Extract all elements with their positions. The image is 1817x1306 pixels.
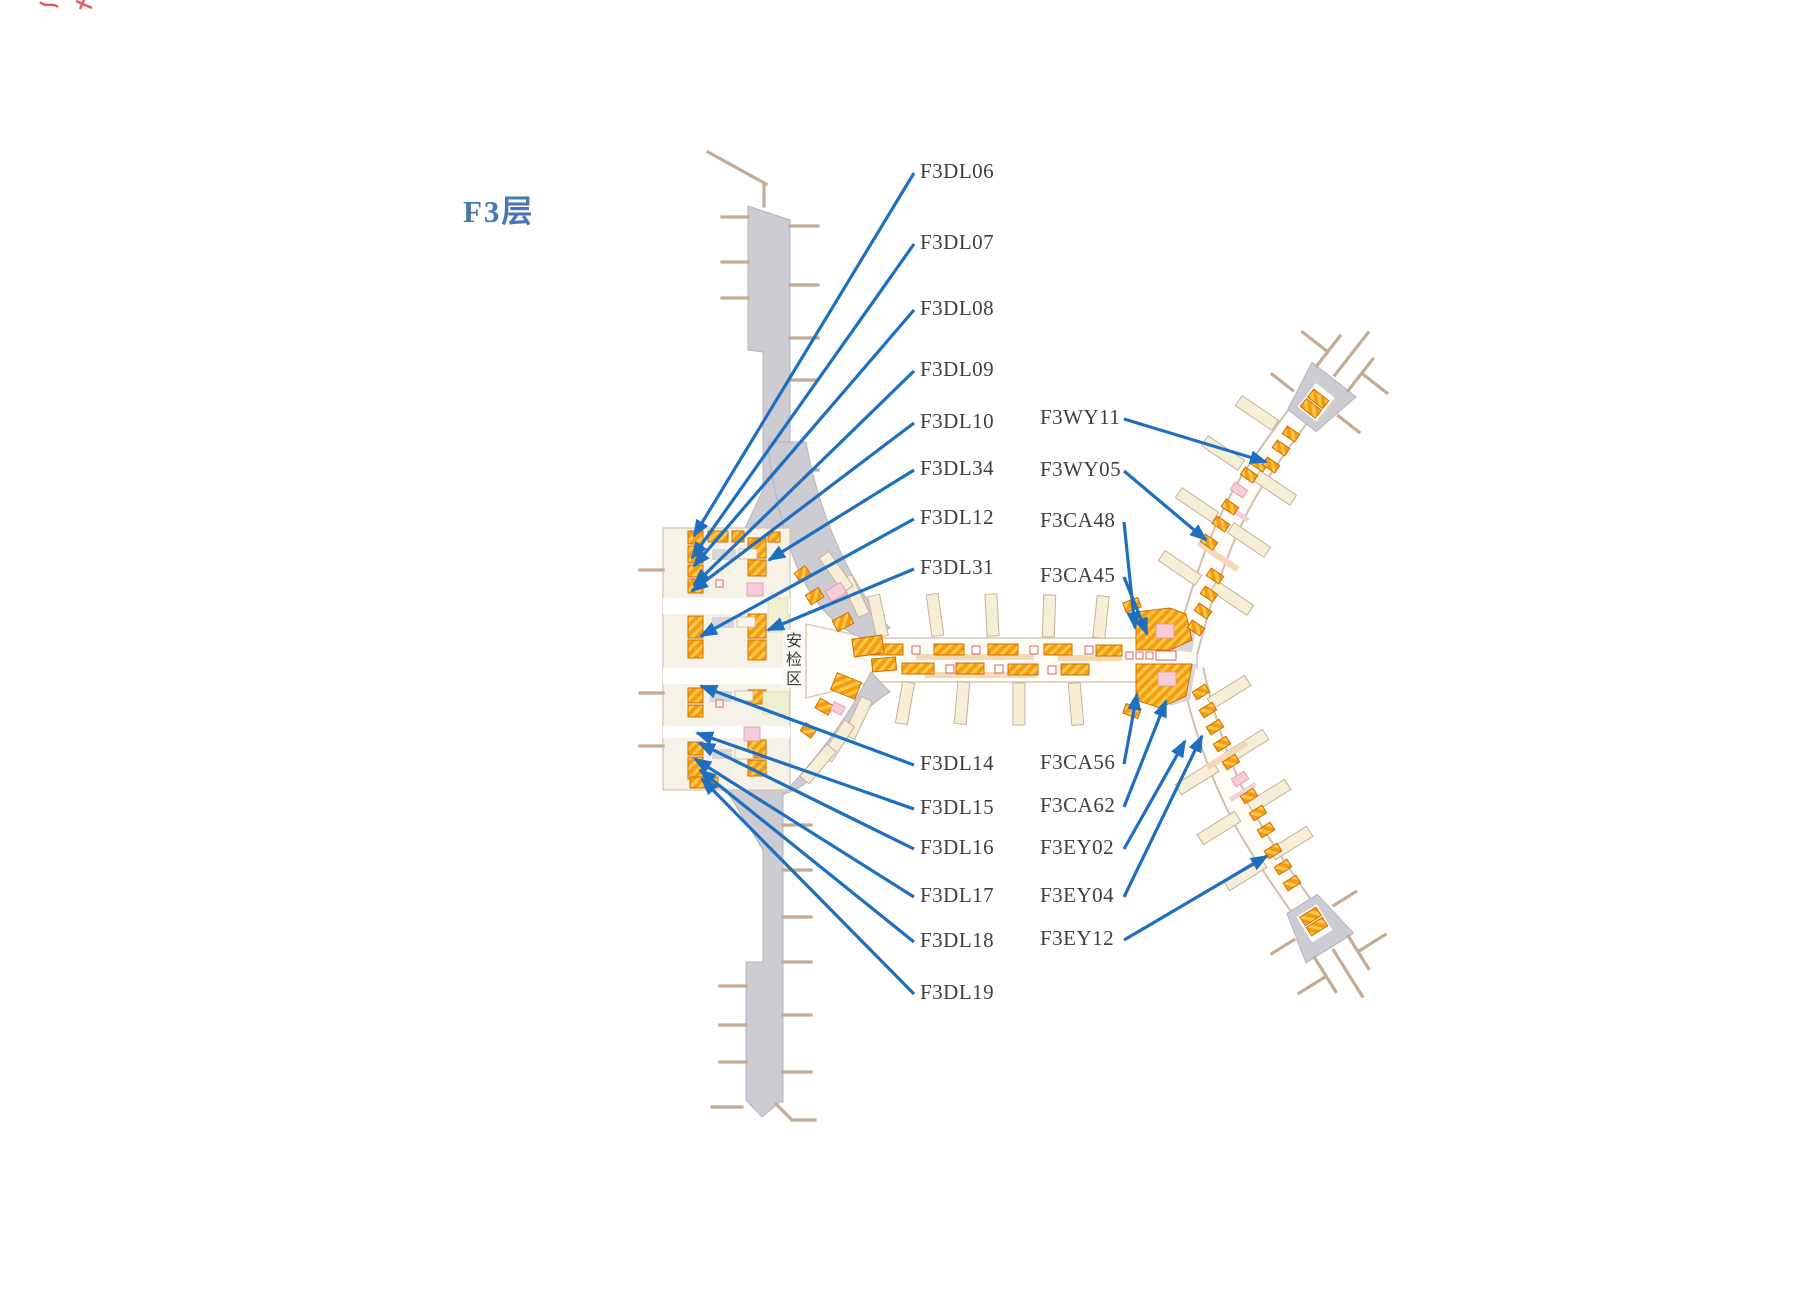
- shop-code-label: F3DL06: [920, 159, 994, 183]
- shop-code-label: F3WY05: [1040, 457, 1121, 481]
- shop-code-label: F3DL19: [920, 980, 994, 1004]
- shop-code-label: F3DL16: [920, 835, 994, 859]
- shop-code-label: F3CA45: [1040, 563, 1115, 587]
- shop-code-label: F3DL15: [920, 795, 994, 819]
- shop-code-label: F3CA48: [1040, 508, 1115, 532]
- security-zone-char: 区: [786, 671, 802, 688]
- shop-code-label: F3DL34: [920, 456, 994, 480]
- southeast-pier-shops: [1191, 683, 1302, 892]
- junction-shop-clusters: [1122, 596, 1196, 720]
- security-zone-char: 检: [786, 651, 802, 669]
- leader-arrows: [690, 172, 1269, 996]
- shop-code-label: F3DL17: [920, 883, 994, 907]
- south-pier: [710, 787, 817, 1123]
- shop-code-label: F3EY02: [1040, 835, 1114, 859]
- shop-code-label: F3CA56: [1040, 750, 1115, 774]
- shop-code-label: F3DL08: [920, 296, 994, 320]
- shop-code-label: F3DL10: [920, 409, 994, 433]
- shop-code-label: F3DL07: [920, 230, 994, 254]
- shop-code-label: F3DL31: [920, 555, 994, 579]
- shop-code-label: F3EY04: [1040, 883, 1114, 907]
- cropped-red-text-fragment: [39, 0, 93, 10]
- annotation-labels: F3DL06 F3DL07 F3DL08 F3DL09 F3DL10 F3DL3…: [920, 159, 1121, 1004]
- shop-code-label: F3EY12: [1040, 926, 1114, 950]
- shop-code-label: F3WY11: [1040, 405, 1120, 429]
- shop-code-label: F3DL18: [920, 928, 994, 952]
- security-zone-label: 安 检 区: [783, 630, 805, 688]
- southeast-pier-endcap: [1269, 889, 1388, 999]
- shop-code-label: F3CA62: [1040, 793, 1115, 817]
- shop-code-label: F3DL12: [920, 505, 994, 529]
- floor-title: F3层: [463, 194, 534, 229]
- northeast-pier-endcap: [1269, 329, 1390, 435]
- shop-code-label: F3DL09: [920, 357, 994, 381]
- east-corridor-shops: [793, 565, 1123, 739]
- security-zone-char: 安: [786, 632, 802, 650]
- shop-code-label: F3DL14: [920, 751, 994, 775]
